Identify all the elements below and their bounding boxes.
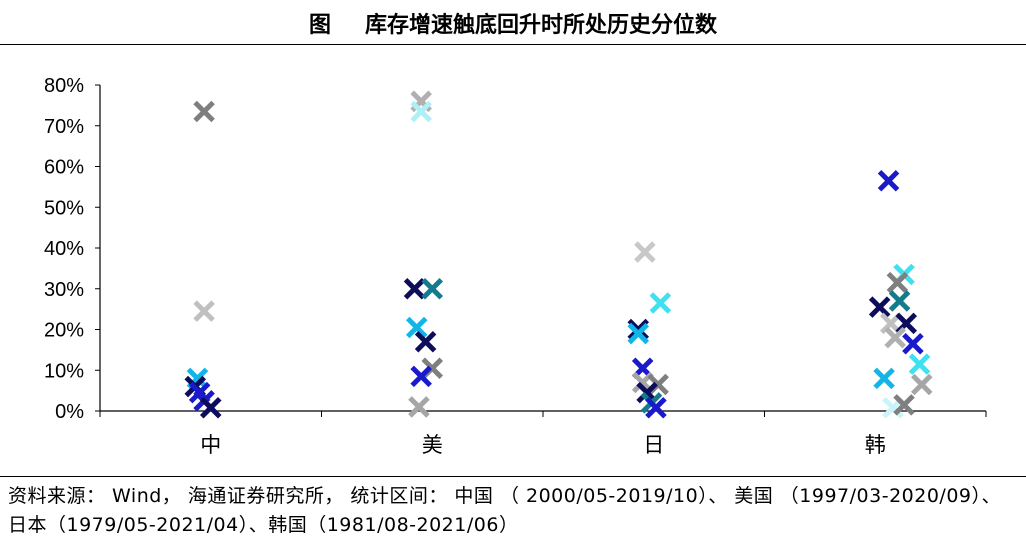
y-tick-label: 50%	[44, 197, 84, 219]
data-point	[199, 396, 222, 419]
y-tick-label: 10%	[44, 360, 84, 382]
data-point	[908, 353, 931, 375]
y-tick-label: 70%	[44, 116, 84, 138]
chart-title: 图 库存增速触底回升时所处历史分位数	[0, 6, 1026, 40]
x-tick-label: 美	[422, 433, 443, 457]
source-note: 资料来源： Wind， 海通证券研究所， 统计区间： 中国 （ 2000/05-…	[8, 485, 1002, 536]
markers	[184, 90, 933, 419]
figure-title: 库存增速触底回升时所处历史分位数	[365, 12, 718, 38]
data-point	[410, 365, 432, 388]
data-point	[877, 169, 900, 192]
data-point	[893, 394, 915, 416]
data-point	[410, 100, 432, 123]
data-point	[193, 300, 215, 322]
y-tick-label: 30%	[44, 279, 84, 301]
data-point	[627, 318, 650, 341]
data-point	[405, 316, 428, 339]
axes: 0% 10% 20% 30% 40% 50% 60% 70% 80% 中 美 日 韩	[44, 75, 987, 457]
title-rule	[0, 44, 1026, 45]
data-point	[873, 367, 895, 390]
y-tick-label: 0%	[55, 401, 84, 423]
data-point	[886, 271, 909, 294]
data-point	[902, 332, 924, 355]
figure-label: 图	[308, 12, 331, 38]
y-tick-label: 80%	[44, 75, 84, 97]
data-point	[408, 396, 430, 418]
source-rule	[0, 476, 1026, 477]
data-point	[627, 322, 650, 345]
data-point	[414, 330, 437, 353]
data-point	[645, 396, 667, 419]
data-point	[421, 277, 444, 300]
data-point	[910, 373, 933, 396]
data-point	[193, 100, 215, 123]
data-point	[868, 296, 891, 318]
x-tick-label: 日	[643, 433, 664, 457]
y-tick-label: 40%	[44, 238, 84, 260]
scatter-chart: 0% 10% 20% 30% 40% 50% 60% 70% 80% 中 美 日 韩	[44, 75, 987, 457]
data-point	[884, 326, 906, 349]
data-point	[403, 277, 426, 300]
x-tick-label: 中	[200, 433, 221, 457]
x-tick-label: 韩	[865, 433, 886, 457]
y-tick-label: 20%	[44, 320, 84, 342]
data-point	[649, 292, 672, 314]
data-point	[634, 241, 656, 263]
y-tick-label: 60%	[44, 157, 84, 179]
data-point	[888, 290, 911, 312]
